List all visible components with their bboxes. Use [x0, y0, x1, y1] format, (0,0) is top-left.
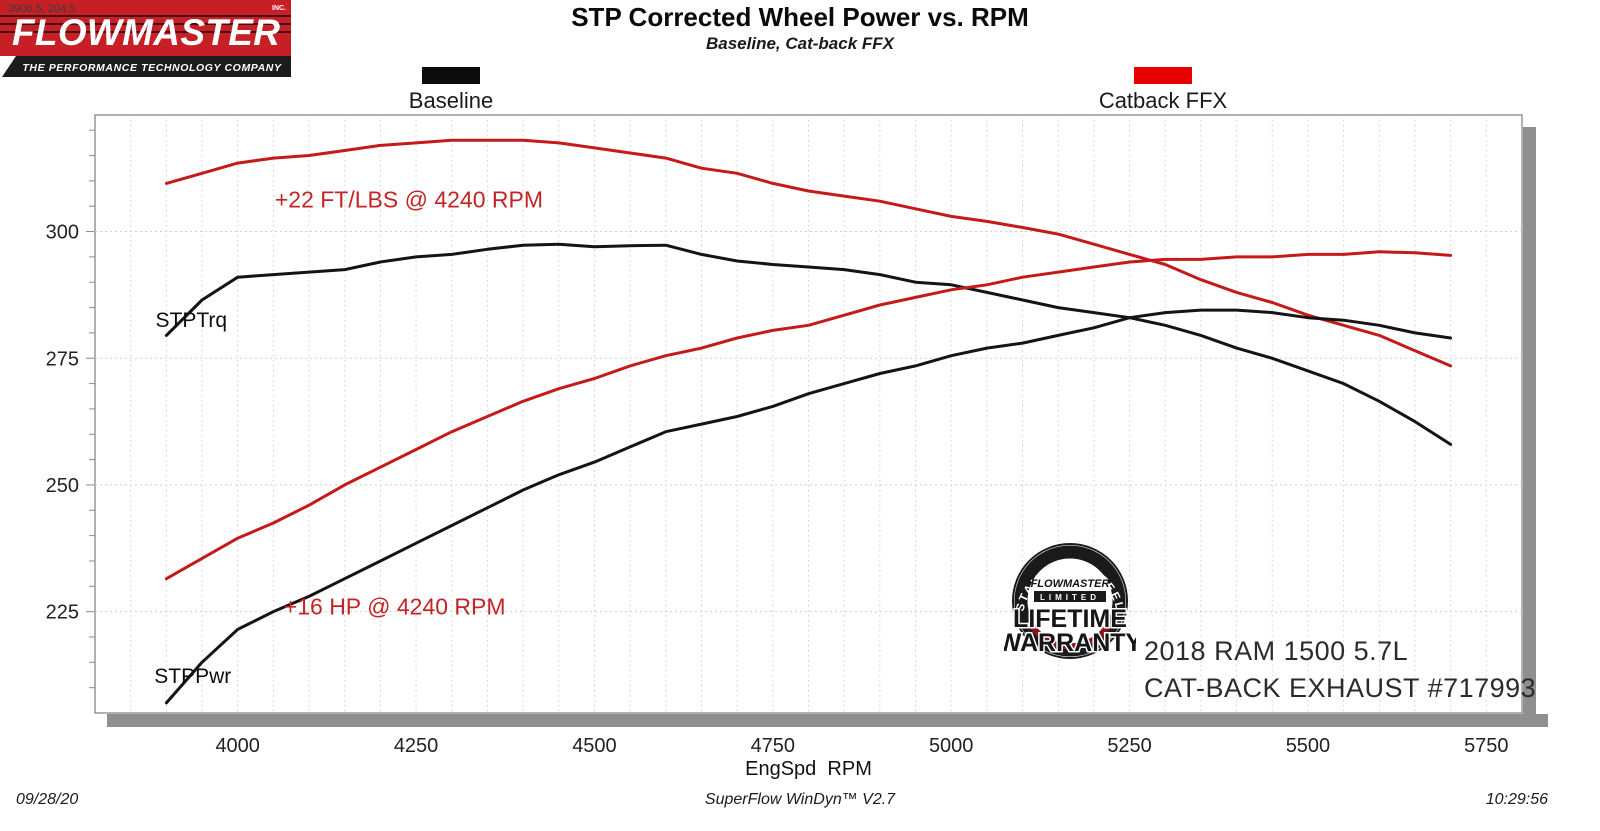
y-tick-label: 225: [46, 602, 79, 624]
curve-label-stppwr: STPPwr: [154, 665, 231, 688]
chart-subtitle: Baseline, Cat-back FFX: [705, 34, 894, 53]
footer-date: 09/28/20: [16, 791, 79, 808]
badge-warranty-text: WARRANTY: [1004, 629, 1136, 657]
x-tick-label: 4000: [215, 735, 260, 757]
y-tick-label: 275: [46, 348, 79, 370]
banner-black-strip: [2, 56, 291, 77]
cursor-readout: 3906.5, 204.5: [8, 3, 76, 15]
series-stptrq-catback-ffx: [164, 138, 1453, 368]
y-tick-label: 300: [46, 222, 79, 244]
annotation-1: +16 HP @ 4240 RPM: [284, 594, 506, 620]
chart-title: STP Corrected Wheel Power vs. RPM: [571, 2, 1029, 32]
footer-time: 10:29:56: [1485, 791, 1548, 808]
legend-catback: Catback FFX: [1088, 67, 1238, 114]
footer-software: SuperFlow WinDyn™ V2.7: [704, 791, 896, 808]
flowmaster-warranty-badge: STAINLESS STEEL FLOWMASTER LIMITED LIFET…: [1004, 543, 1136, 659]
plot-shadow-bottom: [107, 714, 1548, 727]
banner-pinstripes: [0, 15, 291, 33]
curve-label-stptrq: STPTrq: [156, 309, 228, 332]
vehicle-model-text: 2018 RAM 1500 5.7L: [1144, 636, 1409, 666]
flowmaster-banner-logo: FLOWMASTER INC. THE PERFORMANCE TECHNOLO…: [0, 0, 291, 77]
plot-shadow-right: [1523, 127, 1536, 727]
x-tick-label: 4750: [751, 735, 796, 757]
series-stppwr-baseline: [164, 308, 1453, 705]
x-tick-label: 4500: [572, 735, 617, 757]
legend-catback-label: Catback FFX: [1098, 88, 1228, 113]
badge-limited-text: LIMITED: [1040, 593, 1100, 602]
x-tick-label: 5250: [1107, 735, 1152, 757]
banner-tagline-text: THE PERFORMANCE TECHNOLOGY COMPANY: [22, 62, 282, 74]
series-stppwr-catback-ffx: [164, 250, 1453, 581]
x-tick-label: 5750: [1464, 735, 1509, 757]
plot-area: [94, 114, 1523, 714]
x-axis-label: EngSpd RPM: [745, 758, 872, 780]
vehicle-part-number-text: CAT-BACK EXHAUST #717993: [1144, 673, 1537, 703]
banner-inc-text: INC.: [272, 5, 286, 12]
badge-limited-band: [1034, 591, 1106, 602]
series-stptrq-baseline: [164, 242, 1453, 446]
legend-catback-swatch: [1134, 67, 1192, 84]
x-tick-label: 4250: [394, 735, 439, 757]
badge-red-arc: [1027, 621, 1113, 650]
y-tick-label: 250: [46, 475, 79, 497]
x-tick-label: 5000: [929, 735, 974, 757]
x-tick-label: 5500: [1286, 735, 1331, 757]
banner-red-field: [0, 0, 291, 56]
banner-flowmaster-text: FLOWMASTER: [12, 12, 280, 53]
legend-baseline-label: Baseline: [408, 88, 494, 113]
legend-baseline: Baseline: [376, 67, 526, 114]
legend-baseline-swatch: [422, 67, 480, 84]
badge-lifetime-text: LIFETIME: [1013, 605, 1127, 633]
annotation-0: +22 FT/LBS @ 4240 RPM: [275, 187, 543, 213]
badge-flowmaster-text: FLOWMASTER: [1031, 578, 1110, 590]
